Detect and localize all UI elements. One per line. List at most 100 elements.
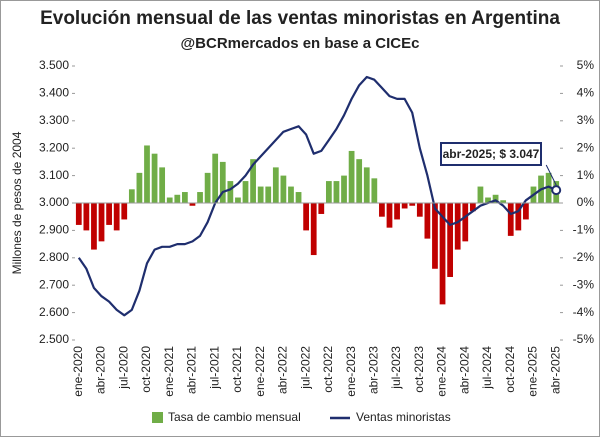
y-tick-label: 3.400 bbox=[39, 86, 69, 100]
bar bbox=[295, 192, 302, 203]
bar bbox=[515, 203, 522, 231]
bar bbox=[113, 203, 120, 231]
x-tick-label: abr-2020 bbox=[94, 346, 108, 394]
bar bbox=[477, 186, 484, 203]
bar bbox=[159, 167, 166, 203]
bar bbox=[166, 197, 173, 203]
bar bbox=[348, 150, 355, 203]
x-tick-label: jul-2024 bbox=[480, 346, 494, 390]
bar bbox=[280, 175, 287, 203]
y-tick-label: 2.900 bbox=[39, 223, 69, 237]
bar bbox=[356, 159, 363, 203]
bar bbox=[432, 203, 438, 269]
line bbox=[77, 75, 557, 317]
bar bbox=[83, 203, 90, 231]
bar bbox=[371, 178, 378, 203]
bar bbox=[182, 192, 188, 203]
x-tick-label: abr-2022 bbox=[276, 346, 290, 394]
x-tick-label: abr-2025 bbox=[548, 346, 562, 394]
x-tick-label: ene-2020 bbox=[71, 346, 85, 397]
bar bbox=[204, 172, 211, 203]
y2-tick-label: 3% bbox=[577, 113, 595, 127]
x-tick-label: jul-2020 bbox=[116, 346, 130, 390]
x-tick-label: abr-2023 bbox=[367, 346, 381, 394]
x-tick-label: oct-2022 bbox=[321, 346, 335, 393]
y2-tick-label: 4% bbox=[577, 86, 595, 100]
y2-tick-label: 2% bbox=[577, 140, 595, 154]
bar bbox=[151, 153, 158, 203]
x-tick-label: jul-2022 bbox=[298, 346, 312, 390]
bar bbox=[310, 203, 317, 256]
bar bbox=[144, 145, 150, 203]
chart-title: Evolución mensual de las ventas minorist… bbox=[40, 8, 560, 29]
y-tick-label: 2.800 bbox=[39, 250, 69, 264]
x-tick-label: ene-2023 bbox=[344, 346, 358, 397]
bar bbox=[128, 189, 135, 203]
x-tick-label: abr-2021 bbox=[185, 346, 199, 394]
bar bbox=[394, 203, 400, 220]
bar bbox=[242, 181, 249, 203]
bar bbox=[303, 203, 310, 231]
y-tick-label: 3.200 bbox=[39, 140, 69, 154]
bar bbox=[523, 203, 529, 220]
bar bbox=[197, 192, 203, 203]
x-tick-label: oct-2023 bbox=[412, 346, 426, 393]
chart-subtitle: @BCRmercados en base a CICEc bbox=[181, 35, 420, 52]
bar bbox=[189, 203, 196, 206]
x-tick-label: ene-2022 bbox=[253, 346, 267, 397]
bar bbox=[507, 203, 514, 236]
bar bbox=[462, 203, 469, 242]
bar bbox=[454, 203, 461, 250]
bar bbox=[469, 203, 476, 212]
y2-tick-label: -5% bbox=[573, 332, 595, 346]
bar bbox=[424, 203, 431, 239]
bar bbox=[485, 197, 491, 203]
x-tick-label: oct-2024 bbox=[503, 346, 517, 393]
y-tick-label: 2.600 bbox=[39, 305, 69, 319]
bar bbox=[227, 181, 234, 203]
bar bbox=[235, 197, 241, 203]
annotation-box bbox=[440, 142, 542, 166]
bar bbox=[409, 203, 416, 206]
bar bbox=[98, 203, 105, 242]
x-tick-label: jul-2021 bbox=[207, 346, 221, 390]
bar bbox=[318, 203, 325, 214]
bar bbox=[379, 203, 385, 217]
bar bbox=[447, 203, 453, 277]
bar bbox=[121, 203, 128, 220]
x-tick-label: oct-2020 bbox=[139, 346, 153, 393]
bar bbox=[212, 153, 219, 203]
bar bbox=[174, 194, 181, 203]
x-tick-label: ene-2021 bbox=[162, 346, 176, 397]
y2-tick-label: -2% bbox=[573, 250, 595, 264]
bar bbox=[341, 175, 347, 203]
bar bbox=[136, 172, 143, 203]
y2-tick-label: -3% bbox=[573, 277, 595, 291]
bar bbox=[257, 186, 264, 203]
y-tick-label: 3.100 bbox=[39, 168, 69, 182]
y2-tick-label: 0% bbox=[577, 195, 595, 209]
x-tick-label: jul-2023 bbox=[389, 346, 403, 390]
y2-tick-label: -1% bbox=[573, 223, 595, 237]
bar bbox=[219, 161, 226, 203]
highlight-point bbox=[551, 185, 562, 196]
bar bbox=[545, 172, 552, 203]
x-tick-label: abr-2024 bbox=[457, 346, 471, 394]
x-tick-label: ene-2025 bbox=[526, 346, 540, 397]
y-tick-label: 3.300 bbox=[39, 113, 69, 127]
legend-label: Tasa de cambio mensual bbox=[168, 410, 301, 424]
bar bbox=[106, 203, 112, 225]
bar bbox=[288, 186, 294, 203]
bar bbox=[250, 159, 256, 203]
bar bbox=[363, 167, 370, 203]
bar bbox=[325, 181, 332, 203]
annotation: abr-2025; $ 3.047 bbox=[443, 147, 540, 161]
y-axis-label: Millones de pesos de 2004 bbox=[10, 131, 24, 274]
bar bbox=[416, 203, 423, 217]
bar bbox=[500, 200, 507, 203]
bar bbox=[439, 203, 446, 305]
legend-swatch bbox=[152, 412, 163, 423]
y-tick-label: 3.500 bbox=[39, 58, 69, 72]
bar bbox=[91, 203, 97, 250]
